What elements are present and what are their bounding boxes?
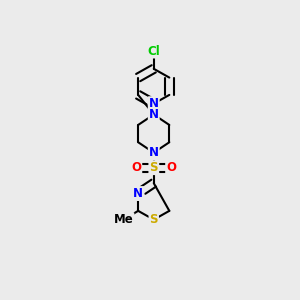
Text: N: N [149,146,159,159]
Text: Me: Me [114,213,134,226]
Text: S: S [149,161,158,174]
Text: N: N [149,97,159,110]
Text: S: S [149,213,158,226]
Text: O: O [166,161,176,174]
Text: N: N [149,108,159,121]
Text: N: N [133,187,143,200]
Text: Cl: Cl [147,44,160,58]
Text: O: O [131,161,141,174]
